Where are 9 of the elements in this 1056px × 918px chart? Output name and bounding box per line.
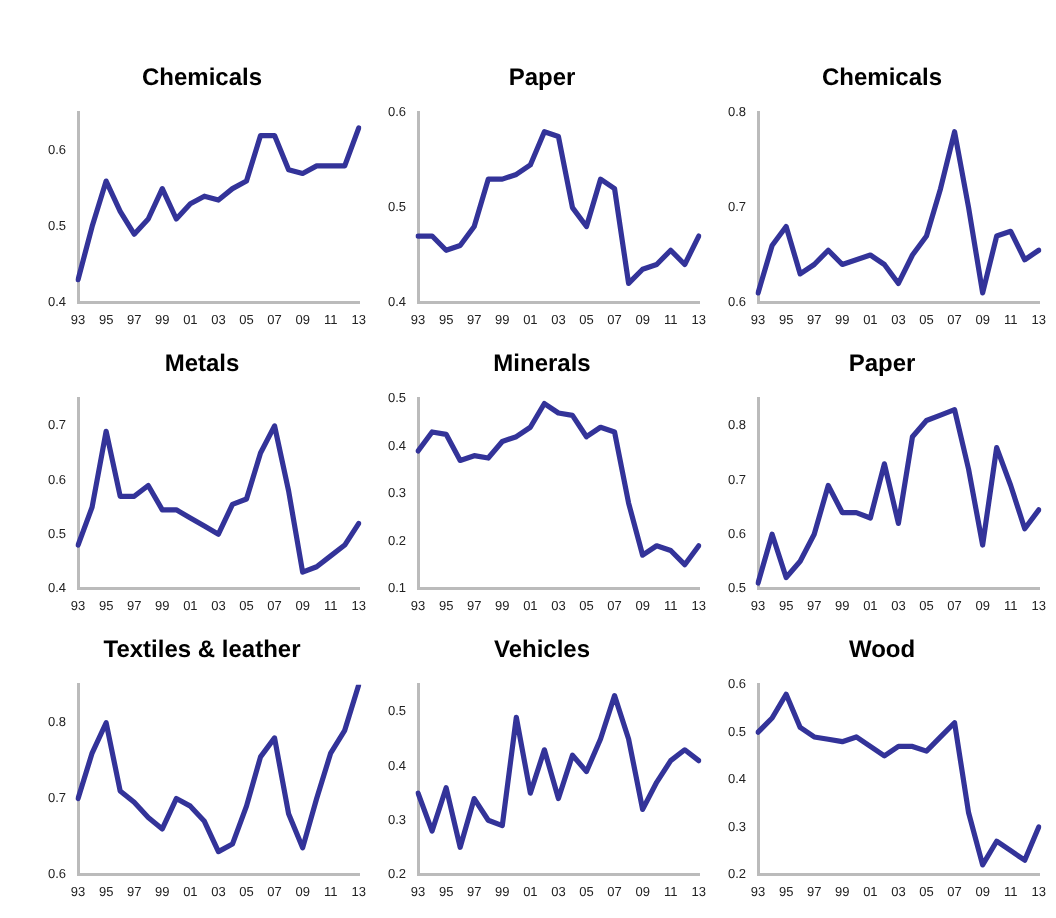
chart-title: Minerals xyxy=(493,349,592,378)
chart-title: Chemicals xyxy=(821,63,943,92)
chart-title: Vehicles xyxy=(493,635,591,664)
chart-title: Chemicals xyxy=(141,63,263,92)
chart-title: Paper xyxy=(848,349,916,378)
chart-title: Textiles & leather xyxy=(103,635,302,664)
chart-title: Metals xyxy=(164,349,240,378)
chart-title: Paper xyxy=(508,63,576,92)
chart-title: Wood xyxy=(848,635,916,664)
